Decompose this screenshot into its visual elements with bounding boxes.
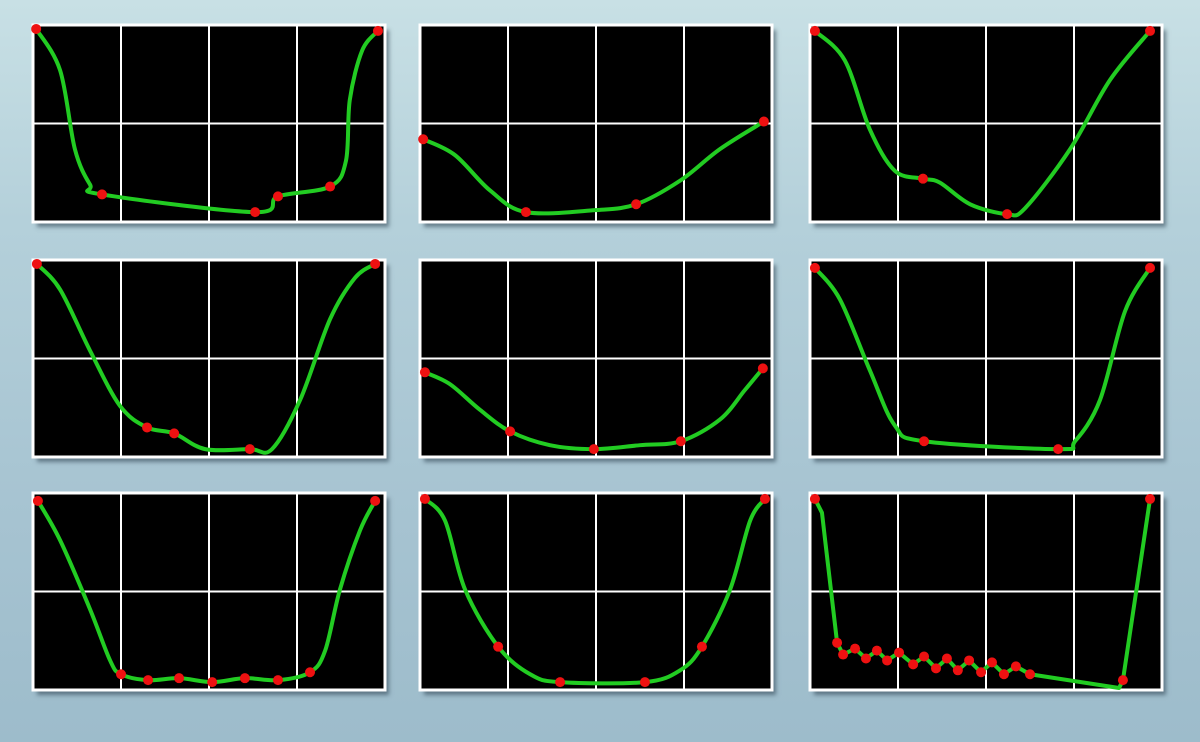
chart-svg (31, 258, 387, 459)
data-point-marker (931, 663, 942, 674)
chart-panel-9 (808, 491, 1164, 692)
series-curve (421, 119, 766, 216)
data-point-marker (169, 428, 180, 439)
series-curve (34, 261, 378, 455)
plot-border (31, 258, 387, 459)
chart-svg (418, 491, 774, 692)
data-point-marker (850, 643, 861, 654)
data-point-marker (250, 207, 261, 218)
chart-svg (418, 23, 774, 224)
data-point-marker (1145, 25, 1156, 36)
plot-border (31, 491, 387, 692)
data-point-marker (941, 653, 952, 664)
data-point-marker (174, 673, 185, 684)
data-point-marker (325, 181, 336, 192)
plot-border (808, 23, 1164, 224)
plot-border (418, 258, 774, 459)
chart-panel-8 (418, 491, 774, 692)
data-point-marker (986, 657, 997, 668)
plot-border (31, 23, 387, 224)
data-point-marker (419, 493, 430, 504)
data-point-marker (1145, 493, 1156, 504)
series-curve (812, 265, 1153, 452)
chart-svg (418, 258, 774, 459)
chart-svg (808, 23, 1164, 224)
data-point-marker (908, 659, 919, 670)
data-point-marker (838, 649, 849, 660)
data-point-marker (1145, 262, 1156, 273)
chart-svg (31, 23, 387, 224)
data-point-marker (239, 673, 250, 684)
series-curve (34, 26, 380, 215)
data-point-marker (372, 25, 383, 36)
data-point-marker (31, 23, 42, 34)
data-point-marker (964, 655, 975, 666)
data-point-marker (894, 647, 905, 658)
data-point-marker (272, 675, 283, 686)
chart-panel-4 (31, 258, 387, 459)
data-point-marker (809, 493, 820, 504)
chart-panel-5 (418, 258, 774, 459)
data-point-marker (142, 422, 153, 433)
data-point-marker (116, 669, 126, 680)
data-point-marker (832, 637, 843, 648)
data-point-marker (998, 669, 1009, 680)
data-point-marker (809, 262, 820, 273)
data-point-marker (272, 191, 283, 202)
data-point-marker (143, 675, 154, 686)
data-point-marker (493, 641, 504, 652)
data-point-marker (1010, 661, 1021, 672)
data-point-marker (419, 367, 430, 378)
data-point-marker (631, 199, 642, 210)
plot-border (418, 23, 774, 224)
data-point-marker (418, 134, 429, 145)
chart-panel-7 (31, 491, 387, 692)
data-point-marker (32, 495, 43, 506)
data-point-marker (639, 677, 650, 688)
data-point-marker (1117, 675, 1128, 686)
chart-svg (808, 491, 1164, 692)
data-point-marker (1053, 444, 1064, 455)
data-point-marker (871, 645, 882, 656)
data-point-marker (1002, 209, 1013, 220)
chart-panel-2 (418, 23, 774, 224)
chart-panel-3 (808, 23, 1164, 224)
data-point-marker (860, 653, 871, 664)
chart-panel-1 (31, 23, 387, 224)
data-point-marker (305, 667, 316, 678)
plot-border (808, 258, 1164, 459)
plot-border (418, 491, 774, 692)
data-point-marker (520, 207, 531, 218)
data-point-marker (31, 258, 42, 269)
data-point-marker (588, 444, 599, 455)
data-point-marker (1025, 669, 1035, 680)
data-point-marker (919, 436, 930, 447)
data-point-marker (809, 25, 820, 36)
data-point-marker (919, 651, 930, 662)
data-point-marker (759, 493, 770, 504)
data-point-marker (370, 495, 381, 506)
chart-panel-6 (808, 258, 1164, 459)
chart-svg (31, 491, 387, 692)
data-point-marker (917, 173, 928, 184)
data-point-marker (244, 444, 255, 455)
data-point-marker (207, 677, 218, 688)
data-point-marker (976, 667, 987, 678)
data-point-marker (882, 655, 893, 666)
data-point-marker (555, 677, 566, 688)
data-point-marker (952, 665, 963, 676)
data-point-marker (505, 426, 516, 437)
chart-svg (808, 258, 1164, 459)
data-point-marker (675, 436, 686, 447)
data-point-marker (696, 641, 707, 652)
plot-border (808, 491, 1164, 692)
series-curve (422, 496, 767, 686)
data-point-marker (370, 258, 381, 269)
data-point-marker (96, 189, 107, 200)
series-curve (422, 366, 765, 452)
series-curve (812, 28, 1153, 218)
data-point-marker (758, 116, 769, 127)
data-point-marker (757, 363, 768, 374)
